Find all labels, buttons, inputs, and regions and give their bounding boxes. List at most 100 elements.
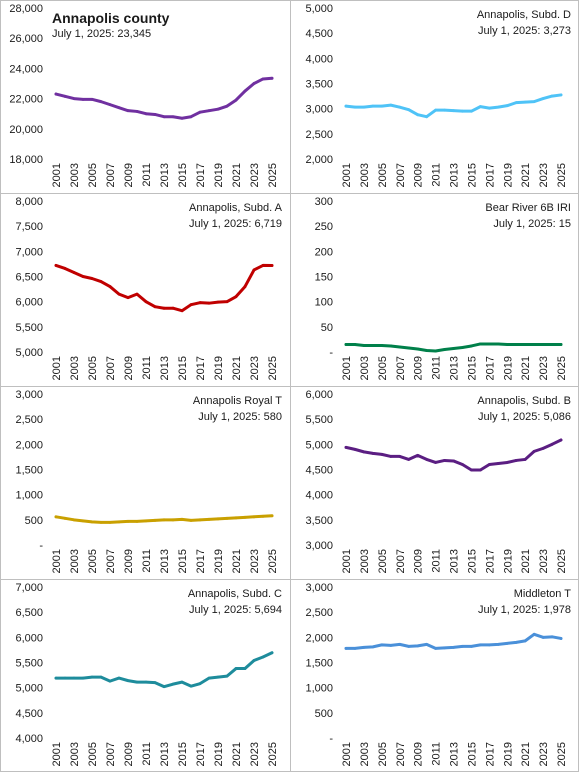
data-point <box>234 516 238 520</box>
x-tick-label: 2007 <box>395 356 407 380</box>
data-point <box>198 301 202 305</box>
data-point <box>371 645 375 649</box>
data-point <box>225 674 229 678</box>
series-line <box>344 93 563 119</box>
x-tick-label: 2019 <box>502 356 514 380</box>
chart-subtitle: July 1, 2025: 580 <box>198 411 282 423</box>
data-point <box>216 517 220 521</box>
x-tick-label: 2015 <box>177 742 189 766</box>
data-point <box>371 344 375 347</box>
y-tick-label: 3,500 <box>305 79 333 91</box>
data-point <box>416 454 420 457</box>
data-point <box>135 110 139 113</box>
data-point <box>353 343 357 346</box>
data-point <box>126 679 130 683</box>
data-point <box>353 105 357 109</box>
x-tick-label: 2015 <box>177 356 189 380</box>
x-tick-label: 2001 <box>51 163 63 187</box>
y-tick-label: 7,000 <box>15 246 43 258</box>
series-line <box>54 263 274 313</box>
data-point <box>216 675 220 679</box>
data-point <box>478 468 482 472</box>
data-point <box>398 105 402 109</box>
data-point <box>550 635 554 639</box>
data-point <box>81 676 85 680</box>
x-tick-label: 2005 <box>87 549 99 573</box>
data-point <box>532 100 536 104</box>
data-point <box>344 445 348 449</box>
data-point <box>207 301 211 305</box>
x-tick-label: 2025 <box>267 356 279 380</box>
y-tick-label: 5,000 <box>305 439 333 451</box>
data-point <box>505 343 509 346</box>
x-tick-label: 2019 <box>502 163 514 187</box>
data-point <box>559 637 563 640</box>
data-point <box>380 643 384 647</box>
y-tick-label: 2,000 <box>305 632 333 644</box>
y-tick-label: 50 <box>321 322 333 334</box>
y-tick-label: 22,000 <box>9 94 43 106</box>
x-tick-label: 2009 <box>123 549 135 573</box>
data-point <box>541 446 545 450</box>
data-point <box>216 300 220 304</box>
y-tick-label: 200 <box>315 246 333 258</box>
x-tick-label: 2007 <box>395 549 407 573</box>
data-point <box>470 644 473 648</box>
data-point <box>189 684 193 688</box>
chart-subtitle: July 1, 2025: 15 <box>493 218 571 230</box>
y-tick-label: 2,500 <box>305 129 333 141</box>
data-point <box>523 343 527 346</box>
data-point <box>416 113 420 117</box>
data-point <box>389 103 393 107</box>
y-tick-label: 1,500 <box>305 658 333 670</box>
x-tick-label: 2013 <box>159 549 171 573</box>
x-tick-label: 2003 <box>69 549 81 573</box>
data-point <box>144 680 148 684</box>
chart-panel: 5,000 5,500 6,000 6,500 7,000 7,500 8,000 2001 2… <box>15 196 282 380</box>
x-tick-label: 2003 <box>359 356 371 380</box>
y-tick-label: 5,500 <box>305 414 333 426</box>
x-tick-label: 2025 <box>556 356 568 380</box>
x-tick-label: 2011 <box>141 163 153 187</box>
x-tick-label: 2011 <box>431 356 443 380</box>
y-tick-label: 26,000 <box>9 33 43 45</box>
y-tick-label: 4,500 <box>305 465 333 477</box>
x-tick-label: 2001 <box>341 549 353 573</box>
data-point <box>505 461 509 464</box>
y-tick-label: 3,000 <box>305 540 333 552</box>
data-point <box>461 109 464 113</box>
x-tick-label: 2017 <box>195 163 207 187</box>
data-point <box>225 104 229 108</box>
x-tick-label: 2025 <box>556 549 568 573</box>
data-point <box>541 97 545 100</box>
chart-title: Bear River 6B IRI <box>485 202 571 214</box>
x-tick-label: 2001 <box>51 549 63 573</box>
data-point <box>198 110 202 114</box>
data-point <box>81 275 85 278</box>
data-point <box>461 463 464 466</box>
x-tick-label: 2023 <box>249 356 261 380</box>
chart-panel: - 50 100 150 200 250 300 2001 2003 2005 2007 2009 20… <box>315 196 571 380</box>
data-point <box>108 103 112 107</box>
x-tick-label: 2009 <box>413 549 425 573</box>
data-point <box>487 643 491 647</box>
chart-panel: 3,000 3,500 4,000 4,500 5,000 5,500 6,000 2001 2… <box>305 389 571 573</box>
x-tick-label: 2001 <box>51 742 63 766</box>
x-tick-label: 2005 <box>377 163 389 187</box>
x-tick-label: 2017 <box>195 356 207 380</box>
data-point <box>496 462 500 465</box>
x-tick-label: 2003 <box>69 163 81 187</box>
x-tick-label: 2003 <box>69 356 81 380</box>
data-point <box>189 115 193 119</box>
data-point <box>171 518 175 522</box>
data-point <box>126 296 130 300</box>
y-tick-label: 6,500 <box>15 272 43 284</box>
y-tick-label: 4,500 <box>305 28 333 40</box>
data-point <box>353 447 357 451</box>
data-point <box>532 449 536 453</box>
data-point <box>344 647 348 650</box>
data-point <box>443 348 446 351</box>
data-point <box>108 679 112 683</box>
x-tick-label: 2009 <box>123 163 135 187</box>
data-point <box>523 458 527 461</box>
